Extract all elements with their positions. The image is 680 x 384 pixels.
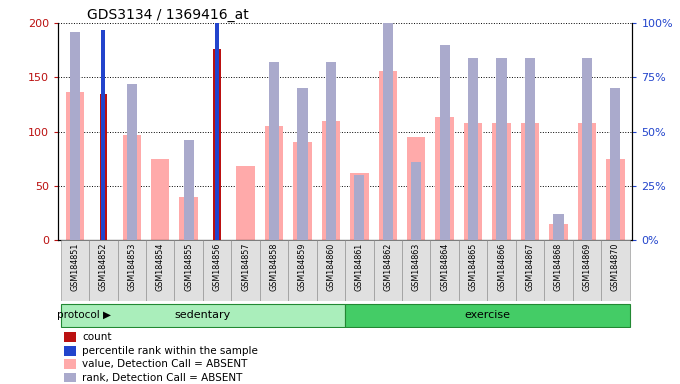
Bar <box>317 240 345 301</box>
Bar <box>554 214 564 240</box>
Bar <box>70 32 80 240</box>
Bar <box>203 240 231 301</box>
Text: sedentary: sedentary <box>175 310 231 320</box>
Bar <box>354 175 364 240</box>
Text: GSM184851: GSM184851 <box>70 242 80 291</box>
Bar <box>379 71 397 240</box>
Text: GSM184870: GSM184870 <box>611 242 620 291</box>
Text: exercise: exercise <box>464 310 510 320</box>
Bar <box>350 173 369 240</box>
Bar <box>373 240 402 301</box>
Text: GSM184869: GSM184869 <box>582 242 592 291</box>
Bar <box>402 240 430 301</box>
Text: rank, Detection Call = ABSENT: rank, Detection Call = ABSENT <box>82 372 242 382</box>
Bar <box>582 58 592 240</box>
Text: GSM184859: GSM184859 <box>298 242 307 291</box>
Text: GSM184856: GSM184856 <box>213 242 222 291</box>
Bar <box>126 84 137 240</box>
Bar <box>288 240 317 301</box>
Text: percentile rank within the sample: percentile rank within the sample <box>82 346 258 356</box>
Bar <box>492 123 511 240</box>
Text: GSM184868: GSM184868 <box>554 242 563 291</box>
Bar <box>175 240 203 301</box>
Bar <box>459 240 488 301</box>
Text: GSM184867: GSM184867 <box>526 242 534 291</box>
Bar <box>411 162 422 240</box>
Bar <box>345 240 373 301</box>
Bar <box>122 135 141 240</box>
Bar <box>180 197 198 240</box>
Bar <box>297 88 307 240</box>
Text: GDS3134 / 1369416_at: GDS3134 / 1369416_at <box>86 8 248 22</box>
Text: GSM184853: GSM184853 <box>127 242 136 291</box>
Bar <box>101 30 105 240</box>
Bar <box>549 224 568 240</box>
Text: GSM184857: GSM184857 <box>241 242 250 291</box>
Text: value, Detection Call = ABSENT: value, Detection Call = ABSENT <box>82 359 248 369</box>
Bar <box>573 240 601 301</box>
Bar <box>184 140 194 240</box>
Text: GSM184864: GSM184864 <box>440 242 449 291</box>
Bar <box>345 303 630 327</box>
Bar <box>407 137 426 240</box>
Bar <box>214 49 221 240</box>
Bar <box>383 23 393 240</box>
Bar <box>99 94 107 240</box>
Bar <box>89 240 118 301</box>
Text: GSM184854: GSM184854 <box>156 242 165 291</box>
Bar <box>269 62 279 240</box>
Bar <box>322 121 340 240</box>
Bar <box>66 93 84 240</box>
Bar <box>430 240 459 301</box>
Bar <box>515 240 544 301</box>
Bar <box>435 118 454 240</box>
Bar <box>61 303 345 327</box>
Bar <box>601 240 630 301</box>
Bar <box>63 373 76 382</box>
Text: GSM184852: GSM184852 <box>99 242 108 291</box>
Bar <box>610 88 620 240</box>
Bar <box>544 240 573 301</box>
Bar <box>151 159 169 240</box>
Bar <box>260 240 288 301</box>
Bar <box>236 166 255 240</box>
Bar <box>118 240 146 301</box>
Bar <box>521 123 539 240</box>
Text: GSM184866: GSM184866 <box>497 242 506 291</box>
Bar <box>63 359 76 369</box>
Bar <box>468 58 478 240</box>
Text: GSM184865: GSM184865 <box>469 242 477 291</box>
Bar <box>439 45 449 240</box>
Bar <box>231 240 260 301</box>
Bar <box>577 123 596 240</box>
Bar <box>525 58 535 240</box>
Bar <box>61 240 89 301</box>
Text: count: count <box>82 332 112 342</box>
Bar <box>496 58 507 240</box>
Bar <box>265 126 284 240</box>
Bar <box>464 123 482 240</box>
Bar <box>606 159 624 240</box>
Text: GSM184862: GSM184862 <box>384 242 392 291</box>
Bar <box>215 6 219 240</box>
Bar <box>293 142 311 240</box>
Bar <box>326 62 336 240</box>
Bar <box>146 240 175 301</box>
Bar <box>488 240 515 301</box>
Bar <box>63 346 76 356</box>
Text: GSM184863: GSM184863 <box>411 242 421 291</box>
Text: GSM184855: GSM184855 <box>184 242 193 291</box>
Text: GSM184861: GSM184861 <box>355 242 364 291</box>
Bar <box>63 333 76 342</box>
Text: GSM184858: GSM184858 <box>269 242 279 291</box>
Text: GSM184860: GSM184860 <box>326 242 335 291</box>
Text: protocol ▶: protocol ▶ <box>57 310 112 320</box>
